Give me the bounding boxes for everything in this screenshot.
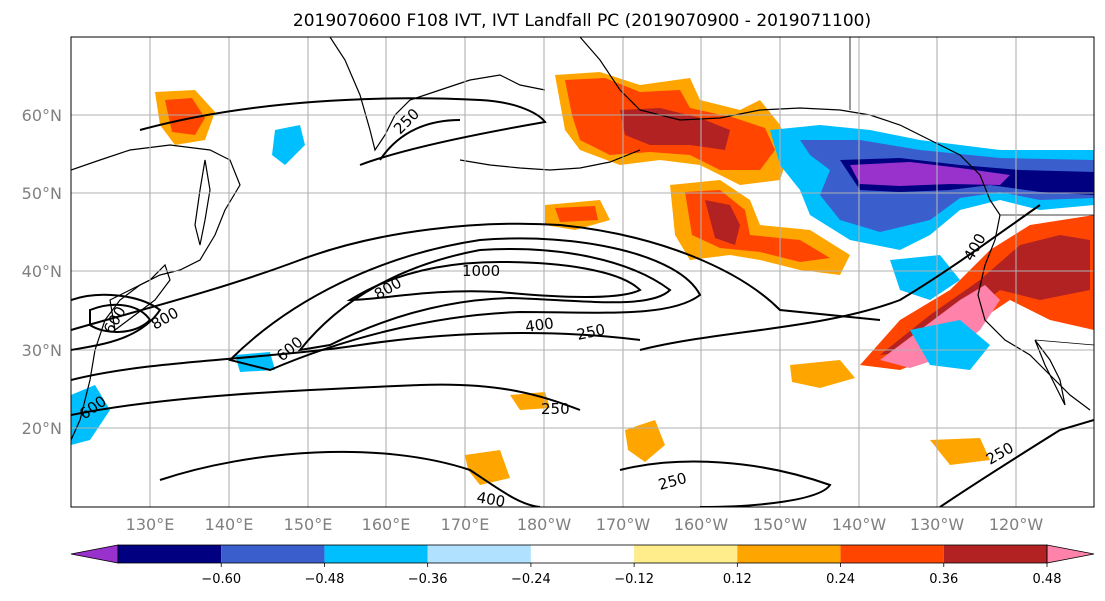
colorbar-tick-label: −0.48 <box>305 572 345 587</box>
contour-600-west <box>71 293 162 351</box>
lat-label: 50°N <box>22 184 62 203</box>
colorbar-tick-label: −0.12 <box>614 572 654 587</box>
lon-label: 160°W <box>674 515 729 534</box>
colorbar-segment <box>840 545 944 563</box>
colorbar-extension-max <box>1046 544 1095 564</box>
colorbar-extension-min <box>70 544 119 564</box>
lon-label: 140°E <box>205 515 254 534</box>
alaska-strong-core <box>620 108 730 150</box>
contour-250-e <box>159 450 541 507</box>
contour-400-a <box>71 222 881 331</box>
colorbar-tick-label: −0.60 <box>201 572 241 587</box>
subtrop-negative-patch <box>910 320 990 370</box>
lon-label: 130°W <box>910 515 965 534</box>
sakhalin-coast <box>194 159 211 246</box>
lon-label: 140°W <box>832 515 887 534</box>
central-strong-core <box>705 200 740 245</box>
graticule <box>71 37 1094 507</box>
colorbar-segment <box>118 545 222 563</box>
ivt-contours <box>71 97 1094 507</box>
colorbar-segment <box>221 545 325 563</box>
colorbar-segment <box>634 545 738 563</box>
contour-250-c <box>639 204 1041 351</box>
lon-label: 150°E <box>284 515 333 534</box>
lon-label: 120°W <box>989 515 1044 534</box>
mid-positive-core <box>555 206 598 222</box>
alaska-coast <box>579 37 1001 216</box>
lon-label: 180°W <box>517 515 572 534</box>
contour-label: 400 <box>475 488 506 511</box>
colorbar-segment <box>530 545 635 563</box>
contour-250-b <box>71 383 581 416</box>
lon-label: 130°E <box>126 515 175 534</box>
colorbar-tick-label: −0.24 <box>511 572 551 587</box>
contour-1000 <box>346 260 642 302</box>
contour-800-west <box>89 303 152 333</box>
subtrop-positive-2 <box>625 420 665 462</box>
latitude-labels: 60°N 50°N 40°N 30°N 20°N <box>22 106 62 438</box>
kamchatka-negative <box>272 125 305 165</box>
contour-label: 250 <box>575 320 607 344</box>
eastpac-negative-patch <box>890 255 960 300</box>
colorbar-segment <box>737 545 841 563</box>
contour-250-north <box>379 119 461 161</box>
map-area <box>71 37 1094 507</box>
lat-label: 20°N <box>22 419 62 438</box>
subtrop-positive-1 <box>790 360 855 388</box>
contour-800 <box>297 248 672 352</box>
colorbar-segment <box>324 545 428 563</box>
gulf-negative-core <box>850 162 1010 186</box>
baja-coast <box>1034 339 1066 406</box>
colorbar-outline <box>117 544 1048 564</box>
colorbar-segment <box>943 545 1047 563</box>
colorbar-tick-label: 0.12 <box>723 572 752 587</box>
contour-250-a <box>139 97 547 166</box>
colorbar-tick-label: 0.24 <box>826 572 855 587</box>
colorbar: −0.60 −0.48 −0.36 −0.24 −0.12 0.12 0.24 0.36 0.4… <box>70 544 1095 587</box>
map-frame <box>70 36 1095 508</box>
colorbar-segment <box>427 545 531 563</box>
lon-label: 170°W <box>596 515 651 534</box>
subtrop-positive-3 <box>465 450 510 485</box>
lon-label: 160°E <box>362 515 411 534</box>
contour-label: 400 <box>524 314 555 336</box>
lat-label: 40°N <box>22 262 62 281</box>
colorbar-tick-label: 0.48 <box>1033 572 1062 587</box>
ivt-anomaly-fill <box>71 72 1094 485</box>
contour-label: 1000 <box>462 262 500 280</box>
wpac-negative-1 <box>71 385 110 445</box>
japan-coast <box>109 263 171 332</box>
lon-label: 170°E <box>441 515 490 534</box>
map-title: 2019070600 F108 IVT, IVT Landfall PC (20… <box>293 11 871 31</box>
contour-600 <box>228 237 702 372</box>
okhotsk-positive-core <box>165 98 205 135</box>
contour-400-c <box>619 460 832 507</box>
coastlines <box>71 37 1094 441</box>
subtrop-positive-4 <box>930 438 990 465</box>
contour-label: 250 <box>541 400 570 418</box>
contour-250-d <box>939 419 1094 507</box>
lat-label: 60°N <box>22 106 62 125</box>
north-america-coast <box>977 214 1091 411</box>
lon-label: 150°W <box>753 515 808 534</box>
colorbar-tick-label: −0.36 <box>408 572 448 587</box>
aleutian-chain <box>459 149 641 171</box>
us-mexico-border <box>1034 339 1094 346</box>
lat-label: 30°N <box>22 341 62 360</box>
contour-400-b <box>71 332 641 381</box>
colorbar-tick-label: 0.36 <box>929 572 958 587</box>
longitude-labels: 130°E 140°E 150°E 160°E 170°E 180°W 170°… <box>126 515 1044 534</box>
